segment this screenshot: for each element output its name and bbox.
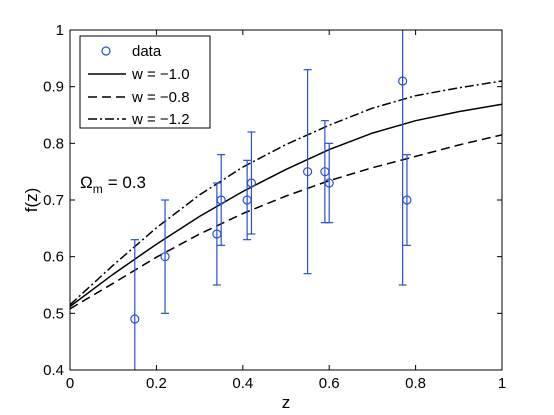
axis-ticks: 0 0.2 0.4 0.6 0.8 1 0.4 0.5 0.6 0.7 0.8 0.9 1	[43, 22, 506, 392]
legend: data w = −1.0 w = −0.8 w = −1.2	[79, 35, 211, 129]
y-tick-label: 0.9	[43, 79, 64, 96]
y-tick-label: 1	[56, 22, 64, 39]
data-point	[246, 178, 257, 188]
omega-symbol: Ω	[80, 173, 93, 192]
data-points	[130, 30, 412, 370]
y-tick-label: 0.5	[43, 305, 64, 322]
legend-label: w = −0.8	[131, 89, 190, 106]
x-tick-label: 1	[498, 375, 506, 392]
x-tick-label: 0	[66, 375, 74, 392]
model-curves	[69, 80, 503, 310]
curve-line	[69, 103, 503, 308]
y-tick-label: 0.6	[43, 249, 64, 266]
omega-value: = 0.3	[108, 173, 146, 192]
data-point	[303, 167, 313, 177]
x-tick-label: 0.4	[232, 375, 253, 392]
omega-annotation: Ωm = 0.3	[80, 173, 146, 196]
y-tick-label: 0.8	[43, 135, 64, 152]
x-axis-label: z	[282, 393, 291, 412]
legend-label: w = −1.0	[131, 66, 190, 83]
x-tick-label: 0.8	[405, 375, 426, 392]
data-point	[160, 252, 170, 262]
data-point	[130, 314, 140, 324]
data-point	[324, 178, 334, 188]
legend-marker-data	[101, 46, 111, 56]
y-axis-label: f(z)	[22, 188, 41, 213]
omega-subscript: m	[93, 182, 103, 196]
y-tick-label: 0.4	[43, 362, 64, 379]
curve-line	[69, 134, 503, 310]
data-point	[216, 195, 226, 205]
x-tick-label: 0.6	[319, 375, 340, 392]
legend-label: w = −1.2	[131, 111, 190, 128]
x-tick-label: 0.2	[146, 375, 167, 392]
data-point	[398, 76, 408, 86]
y-tick-label: 0.7	[43, 192, 64, 209]
data-point	[402, 195, 412, 205]
legend-label-data: data	[132, 43, 162, 60]
